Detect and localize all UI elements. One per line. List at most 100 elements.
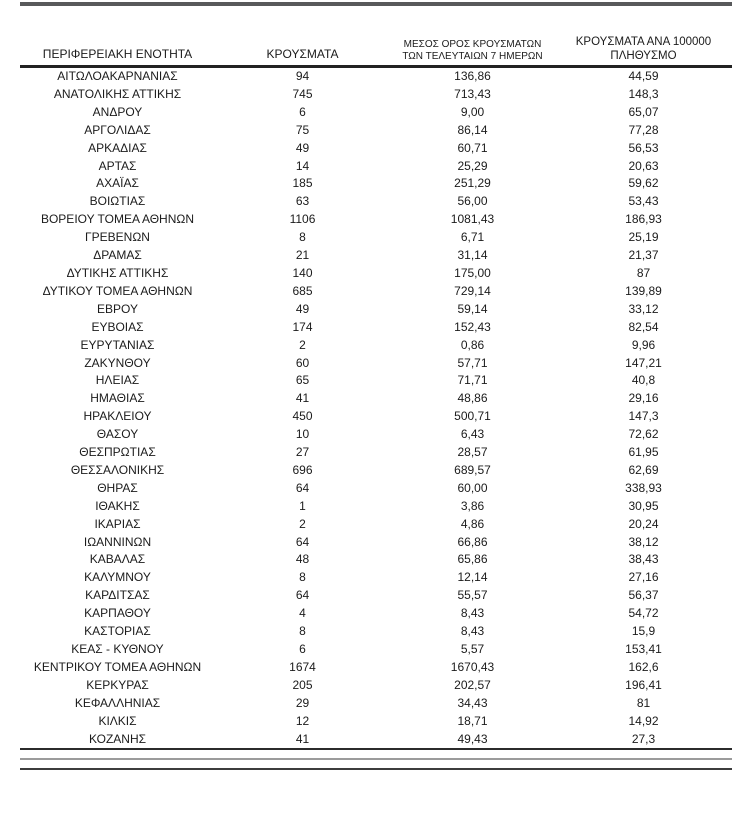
table-row: ΑΡΓΟΛΙΔΑΣ 75 86,14 77,28 xyxy=(20,122,732,140)
table-row: ΚΑΡΔΙΤΣΑΣ 64 55,57 56,37 xyxy=(20,587,732,605)
table-row: ΒΟΙΩΤΙΑΣ 63 56,00 53,43 xyxy=(20,193,732,211)
per100k-cell: 40,8 xyxy=(631,373,656,388)
table-row: ΚΕΝΤΡΙΚΟΥ ΤΟΜΕΑ ΑΘΗΝΩΝ 1674 1670,43 162,… xyxy=(20,659,732,677)
region-cell: ΔΥΤΙΚΟΥ ΤΟΜΕΑ ΑΘΗΝΩΝ xyxy=(42,283,193,298)
avg7-cell: 4,86 xyxy=(460,516,485,531)
top-rule xyxy=(20,2,732,6)
per100k-cell: 30,95 xyxy=(628,498,659,513)
table-row: ΚΑΛΥΜΝΟΥ 8 12,14 27,16 xyxy=(20,569,732,587)
cases-cell: 60 xyxy=(295,355,310,370)
per100k-cell: 38,43 xyxy=(628,552,659,567)
per100k-cell: 61,95 xyxy=(628,445,659,460)
avg7-cell: 49,43 xyxy=(457,731,488,746)
header-row: ΠΕΡΙΦΕΡΕΙΑΚΗ ΕΝΟΤΗΤΑ ΚΡΟΥΣΜΑΤΑ ΜΕΣΟΣ ΟΡΟ… xyxy=(20,6,732,68)
avg7-cell: 136,86 xyxy=(454,69,491,83)
table-row: ΒΟΡΕΙΟΥ ΤΟΜΕΑ ΑΘΗΝΩΝ 1106 1081,43 186,93 xyxy=(20,211,732,229)
region-cell: ΚΕΝΤΡΙΚΟΥ ΤΟΜΕΑ ΑΘΗΝΩΝ xyxy=(33,659,202,674)
per100k-cell: 87 xyxy=(636,265,651,280)
table-sheet: ΠΕΡΙΦΕΡΕΙΑΚΗ ΕΝΟΤΗΤΑ ΚΡΟΥΣΜΑΤΑ ΜΕΣΟΣ ΟΡΟ… xyxy=(20,2,732,770)
per100k-cell: 25,19 xyxy=(628,230,659,245)
per100k-cell: 72,62 xyxy=(628,427,659,442)
region-cell: ΓΡΕΒΕΝΩΝ xyxy=(85,230,150,245)
region-cell: ΑΙΤΩΛΟΑΚΑΡΝΑΝΙΑΣ xyxy=(57,69,178,83)
table-row: ΔΥΤΙΚΟΥ ΤΟΜΕΑ ΑΘΗΝΩΝ 685 729,14 139,89 xyxy=(20,283,732,301)
cases-cell: 64 xyxy=(295,588,310,603)
region-cell: ΑΡΚΑΔΙΑΣ xyxy=(88,140,147,155)
avg7-cell: 65,86 xyxy=(457,552,488,567)
table-row: ΚΕΡΚΥΡΑΣ 205 202,57 196,41 xyxy=(20,677,732,695)
table-row: ΚΙΛΚΙΣ 12 18,71 14,92 xyxy=(20,713,732,731)
cases-cell: 14 xyxy=(295,158,310,173)
avg7-cell: 25,29 xyxy=(457,158,488,173)
col-header-cases: ΚΡΟΥΣΜΑΤΑ xyxy=(215,6,390,68)
per100k-cell: 147,21 xyxy=(625,355,662,370)
col-header-avg7: ΜΕΣΟΣ ΟΡΟΣ ΚΡΟΥΣΜΑΤΩΝ ΤΩΝ ΤΕΛΕΥΤΑΙΩΝ 7 Η… xyxy=(390,6,555,68)
per100k-cell: 14,92 xyxy=(628,713,659,728)
cases-cell: 174 xyxy=(292,319,313,334)
table-row: ΚΑΒΑΛΑΣ 48 65,86 38,43 xyxy=(20,551,732,569)
col-header-per100k-line1: ΚΡΟΥΣΜΑΤΑ ΑΝΑ 100000 xyxy=(575,36,712,48)
cases-cell: 12 xyxy=(295,713,310,728)
cases-cell: 64 xyxy=(295,534,310,549)
avg7-cell: 251,29 xyxy=(454,176,491,191)
table-row: ΘΕΣΠΡΩΤΙΑΣ 27 28,57 61,95 xyxy=(20,444,732,462)
per100k-cell: 15,9 xyxy=(631,624,656,639)
per100k-cell: 338,93 xyxy=(625,480,662,495)
region-cell: ΚΙΛΚΙΣ xyxy=(98,713,137,728)
cases-cell: 1106 xyxy=(289,212,316,227)
table-row: ΙΩΑΝΝΙΝΩΝ 64 66,86 38,12 xyxy=(20,534,732,552)
region-cell: ΚΑΡΠΑΘΟΥ xyxy=(84,606,151,621)
region-cell: ΕΒΡΟΥ xyxy=(97,301,138,316)
avg7-cell: 60,00 xyxy=(457,480,488,495)
cases-cell: 94 xyxy=(295,69,310,83)
avg7-cell: 6,71 xyxy=(460,230,485,245)
table-row: ΗΛΕΙΑΣ 65 71,71 40,8 xyxy=(20,372,732,390)
avg7-cell: 175,00 xyxy=(454,265,491,280)
per100k-cell: 62,69 xyxy=(628,462,659,477)
region-cell: ΕΥΡΥΤΑΝΙΑΣ xyxy=(80,337,155,352)
table-row: ΕΥΒΟΙΑΣ 174 152,43 82,54 xyxy=(20,319,732,337)
per100k-cell: 53,43 xyxy=(628,194,659,209)
region-cell: ΚΑΡΔΙΤΣΑΣ xyxy=(85,588,150,603)
table-row: ΑΝΔΡΟΥ 6 9,00 65,07 xyxy=(20,104,732,122)
table-row: ΗΡΑΚΛΕΙΟΥ 450 500,71 147,3 xyxy=(20,408,732,426)
table-row: ΕΒΡΟΥ 49 59,14 33,12 xyxy=(20,301,732,319)
avg7-cell: 0,86 xyxy=(460,337,485,352)
table-row: ΘΗΡΑΣ 64 60,00 338,93 xyxy=(20,480,732,498)
table-row: ΔΥΤΙΚΗΣ ΑΤΤΙΚΗΣ 140 175,00 87 xyxy=(20,265,732,283)
region-cell: ΘΗΡΑΣ xyxy=(97,480,138,495)
region-cell: ΚΑΣΤΟΡΙΑΣ xyxy=(84,624,151,639)
region-cell: ΚΑΒΑΛΑΣ xyxy=(89,552,146,567)
table-row: ΑΙΤΩΛΟΑΚΑΡΝΑΝΙΑΣ 94 136,86 44,59 xyxy=(20,67,732,86)
per100k-cell: 82,54 xyxy=(628,319,659,334)
table-row: ΗΜΑΘΙΑΣ 41 48,86 29,16 xyxy=(20,390,732,408)
table-body: ΑΙΤΩΛΟΑΚΑΡΝΑΝΙΑΣ 94 136,86 44,59 ΑΝΑΤΟΛΙ… xyxy=(20,67,732,750)
cases-cell: 8 xyxy=(299,570,306,585)
region-cell: ΗΛΕΙΑΣ xyxy=(95,373,140,388)
regional-cases-table: ΠΕΡΙΦΕΡΕΙΑΚΗ ΕΝΟΤΗΤΑ ΚΡΟΥΣΜΑΤΑ ΜΕΣΟΣ ΟΡΟ… xyxy=(20,6,732,751)
col-header-per100k: ΚΡΟΥΣΜΑΤΑ ΑΝΑ 100000 ΠΛΗΘΥΣΜΟ xyxy=(555,6,732,68)
avg7-cell: 8,43 xyxy=(460,624,485,639)
per100k-cell: 77,28 xyxy=(628,122,659,137)
avg7-cell: 48,86 xyxy=(457,391,488,406)
col-header-avg7-line2: ΤΩΝ ΤΕΛΕΥΤΑΙΩΝ 7 ΗΜΕΡΩΝ xyxy=(402,51,543,62)
region-cell: ΚΑΛΥΜΝΟΥ xyxy=(84,570,151,585)
cases-cell: 21 xyxy=(295,248,310,263)
avg7-cell: 28,57 xyxy=(457,445,488,460)
avg7-cell: 57,71 xyxy=(457,355,488,370)
cases-cell: 6 xyxy=(299,642,306,656)
col-header-region: ΠΕΡΙΦΕΡΕΙΑΚΗ ΕΝΟΤΗΤΑ xyxy=(20,6,215,68)
per100k-cell: 44,59 xyxy=(628,69,659,83)
cases-cell: 75 xyxy=(295,122,310,137)
region-cell: ΒΟΡΕΙΟΥ ΤΟΜΕΑ ΑΘΗΝΩΝ xyxy=(40,212,195,227)
cases-cell: 696 xyxy=(292,462,313,477)
table-row: ΚΑΡΠΑΘΟΥ 4 8,43 54,72 xyxy=(20,605,732,623)
per100k-cell: 21,37 xyxy=(628,248,659,263)
per100k-cell: 81 xyxy=(636,695,651,710)
cases-cell: 8 xyxy=(299,230,306,245)
cases-cell: 185 xyxy=(292,176,313,191)
region-cell: ΑΧΑΪΑΣ xyxy=(96,176,139,191)
table-row: ΙΘΑΚΗΣ 1 3,86 30,95 xyxy=(20,498,732,516)
region-cell: ΔΡΑΜΑΣ xyxy=(93,248,142,263)
